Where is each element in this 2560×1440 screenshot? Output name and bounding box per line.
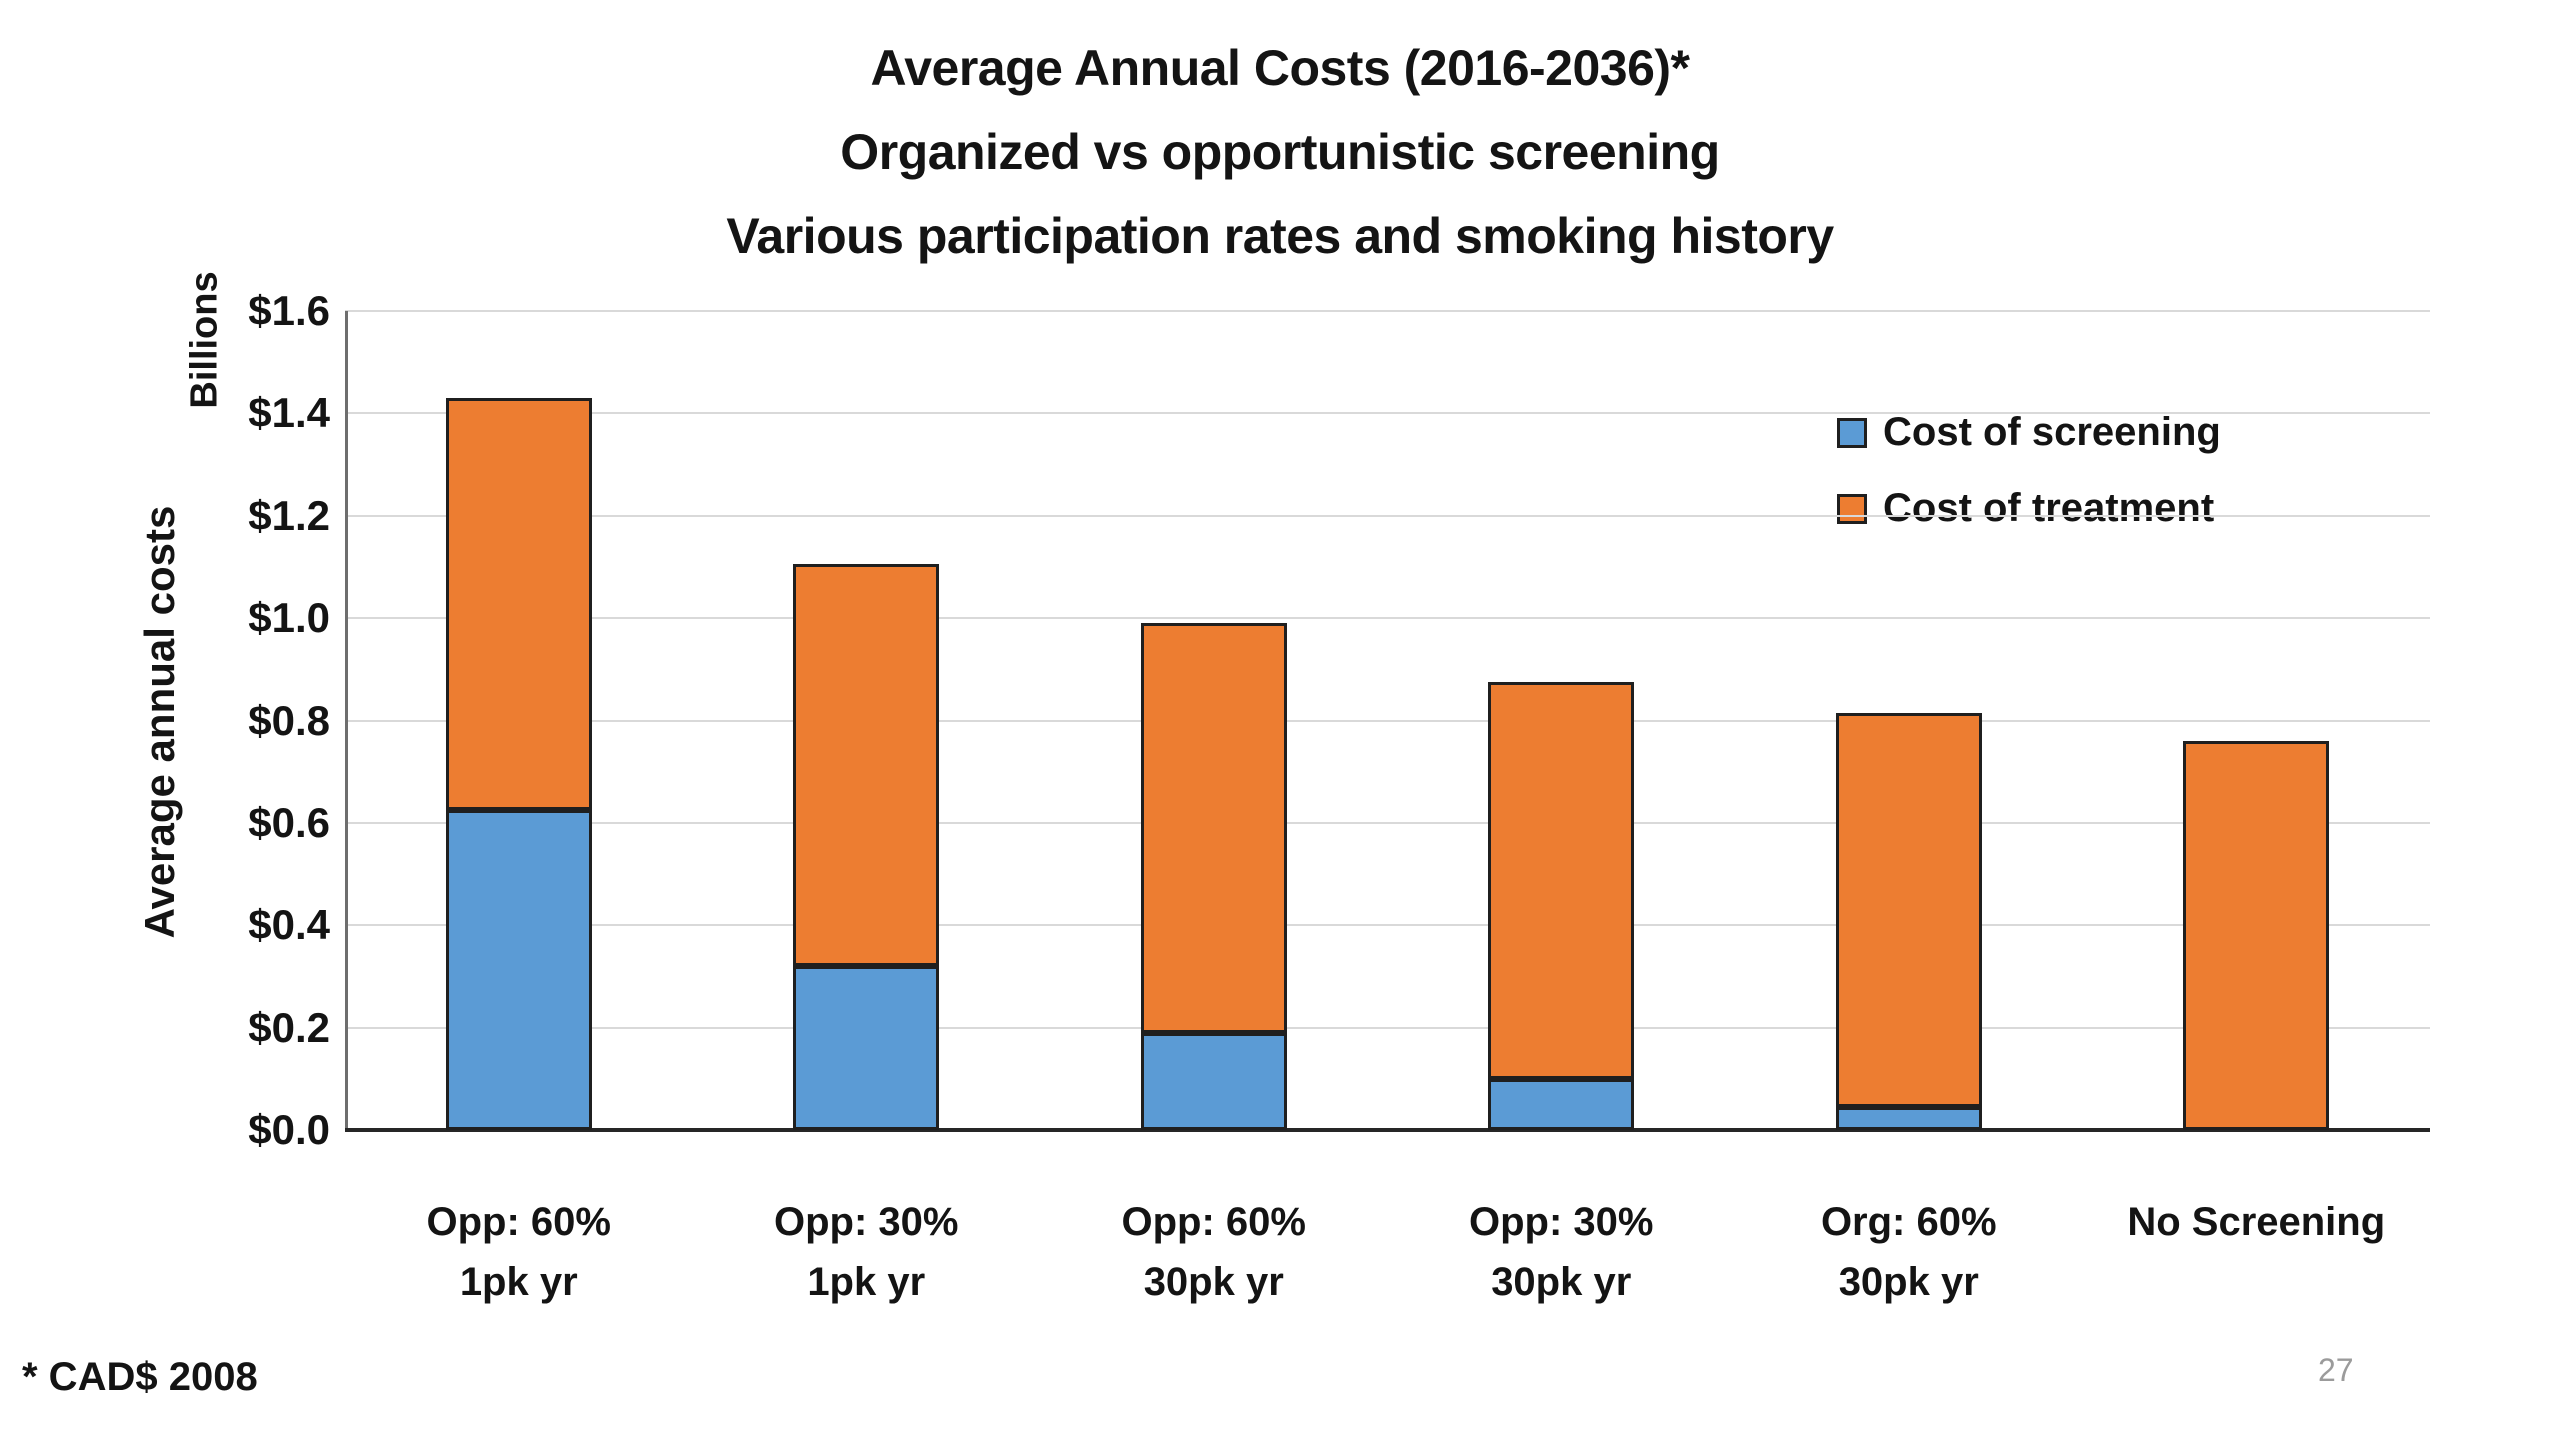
bar-segment-treatment-1: [793, 564, 940, 967]
y-tick-label: $0.8: [248, 696, 330, 744]
chart-title: Average Annual Costs (2016-2036)* Organi…: [0, 26, 2560, 278]
gridline: [345, 821, 2430, 824]
y-tick-label: $0.4: [248, 901, 330, 949]
y-tick-label: $1.2: [248, 491, 330, 539]
bar-segment-screening-4: [1835, 1106, 1982, 1130]
x-category-label-4: Org: 60% 30pk yr: [1820, 1200, 1997, 1304]
x-category-label-0: Opp: 60% 1pk yr: [426, 1200, 611, 1304]
treatment-legend-swatch: [1837, 493, 1867, 524]
bar-segment-screening-1: [793, 966, 940, 1130]
x-category-label-3: Opp: 30% 30pk yr: [1469, 1200, 1654, 1304]
gridline: [345, 924, 2430, 927]
y-tick-label: $1.0: [248, 594, 330, 642]
legend-item-1: Cost of treatment: [1837, 486, 2214, 531]
gridline: [345, 719, 2430, 722]
gridline: [345, 1026, 2430, 1029]
bar-segment-treatment-5: [2183, 740, 2330, 1130]
legend-label-1: Cost of treatment: [1883, 486, 2215, 530]
bar-segment-treatment-0: [445, 398, 592, 811]
title-line-2: Organized vs opportunistic screening: [840, 124, 1720, 180]
x-axis-line: [345, 1128, 2430, 1132]
legend-item-0: Cost of screening: [1837, 410, 2221, 455]
y-tick-label: $1.4: [248, 389, 330, 437]
title-line-3: Various participation rates and smoking …: [726, 208, 1834, 264]
bar-segment-treatment-3: [1488, 682, 1635, 1079]
bar-segment-screening-0: [445, 810, 592, 1130]
title-line-1: Average Annual Costs (2016-2036)*: [870, 40, 1690, 96]
bar-segment-treatment-4: [1835, 712, 1982, 1107]
y-tick-label: $1.6: [248, 287, 330, 334]
bar-segment-screening-3: [1488, 1078, 1635, 1130]
y-tick-label: $0.2: [248, 1003, 330, 1051]
y-tick-label: $0.6: [248, 798, 330, 846]
x-category-label-5: No Screening: [2127, 1200, 2386, 1244]
bar-segment-treatment-2: [1140, 623, 1287, 1033]
x-category-label-2: Opp: 60% 30pk yr: [1121, 1200, 1306, 1304]
gridline: [345, 310, 2430, 312]
y-axis-line: [345, 311, 348, 1130]
footnote: * CAD$ 2008: [22, 1355, 258, 1399]
gridline: [345, 617, 2430, 620]
legend-label-0: Cost of screening: [1883, 410, 2221, 454]
gridline: [345, 412, 2430, 415]
gridline: [345, 514, 2430, 517]
screening-legend-swatch: [1837, 417, 1867, 448]
bar-segment-screening-2: [1140, 1032, 1287, 1130]
page-number: 27: [2318, 1352, 2354, 1388]
y-tick-label: $0.0: [248, 1106, 330, 1153]
x-category-label-1: Opp: 30% 1pk yr: [774, 1200, 959, 1304]
